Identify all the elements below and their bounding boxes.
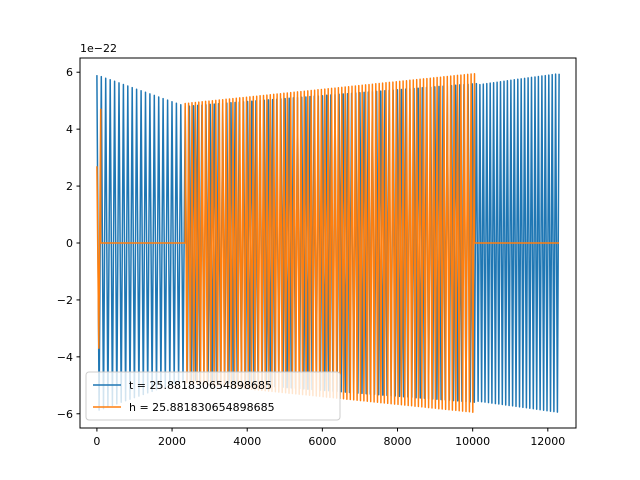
legend-label-h: h = 25.881830654898685: [129, 401, 275, 414]
x-tick-label: 0: [93, 435, 100, 448]
y-tick-label: −4: [57, 351, 73, 364]
series-line-h: [96, 72, 560, 413]
x-tick-label: 6000: [308, 435, 336, 448]
legend-label-t: t = 25.881830654898685: [129, 379, 272, 392]
x-tick-label: 8000: [384, 435, 412, 448]
x-tick-label: 12000: [530, 435, 565, 448]
legend: t = 25.881830654898685 h = 25.8818306548…: [85, 371, 341, 421]
y-tick-label: 0: [66, 237, 73, 250]
y-offset-label: 1e−22: [80, 42, 117, 55]
x-tick-label: 4000: [233, 435, 261, 448]
plot-area: [96, 72, 560, 413]
x-axis: 0 2000 4000 6000 8000 10000 12000: [93, 428, 565, 448]
y-tick-label: 6: [66, 66, 73, 79]
y-tick-label: −2: [57, 294, 73, 307]
legend-box: [85, 371, 341, 421]
x-tick-label: 10000: [455, 435, 490, 448]
y-tick-label: −6: [57, 408, 73, 421]
y-tick-label: 4: [66, 123, 73, 136]
y-tick-label: 2: [66, 180, 73, 193]
x-tick-label: 2000: [158, 435, 186, 448]
y-axis: −6 −4 −2 0 2 4 6: [57, 66, 80, 421]
series-line-t: [96, 73, 560, 413]
